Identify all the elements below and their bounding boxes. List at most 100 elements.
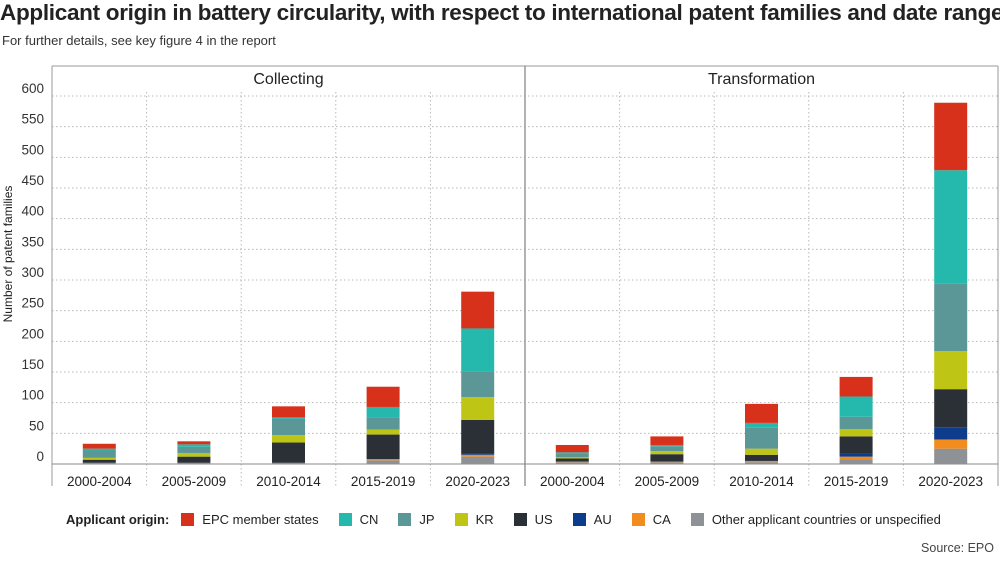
legend-item-us: US bbox=[513, 511, 553, 527]
bar-segment-ca bbox=[839, 456, 873, 460]
bar-segment-epc bbox=[461, 291, 495, 329]
bar-segment-jp bbox=[745, 427, 778, 449]
legend-swatch bbox=[454, 512, 468, 526]
bar-segment-us bbox=[177, 456, 211, 463]
bar-segment-us bbox=[82, 459, 116, 463]
bar-segment-other bbox=[839, 459, 873, 464]
panel-title: Collecting bbox=[253, 71, 323, 88]
x-tick-label: 2000-2004 bbox=[540, 474, 605, 489]
legend-swatch bbox=[513, 512, 527, 526]
legend-label: Other applicant countries or unspecified bbox=[711, 511, 941, 527]
bar-segment-us bbox=[555, 458, 589, 462]
legend-item-ca: CA bbox=[631, 512, 671, 527]
x-tick-label: 2010-2014 bbox=[729, 474, 794, 489]
bar-segment-us bbox=[366, 434, 400, 460]
bar-segment-epc bbox=[555, 444, 589, 453]
y-tick-label: 300 bbox=[21, 265, 44, 280]
bar-segment-ca bbox=[934, 439, 968, 449]
bar-segment-au bbox=[461, 453, 495, 455]
chart-legend: Applicant origin: EPC member states CN JP K… bbox=[66, 510, 961, 528]
y-tick-label: 200 bbox=[21, 326, 44, 341]
legend-item-epc: EPC member states bbox=[181, 511, 319, 527]
bar-segment-epc bbox=[366, 386, 400, 407]
bar-segment-jp bbox=[177, 446, 211, 453]
bar-segment-kr bbox=[366, 429, 400, 435]
bar-segment-us bbox=[461, 419, 495, 454]
bar-segment-cn bbox=[934, 170, 968, 284]
bar-segment-au bbox=[934, 427, 968, 440]
y-tick-label: 150 bbox=[21, 357, 44, 372]
bar-segment-ca bbox=[366, 459, 400, 461]
bar-segment-jp bbox=[272, 418, 305, 436]
bar-segment-cn bbox=[177, 444, 211, 447]
bar-segment-epc bbox=[177, 441, 211, 445]
bar-segment-other bbox=[82, 462, 116, 464]
source-note: Source: EPO bbox=[921, 541, 994, 555]
y-tick-label: 50 bbox=[29, 418, 44, 433]
bar-segment-other bbox=[934, 448, 968, 464]
legend-label: KR bbox=[475, 511, 494, 527]
bar-segment-kr bbox=[82, 457, 116, 460]
bar-segment-ca bbox=[745, 460, 778, 463]
y-tick-label: 450 bbox=[21, 173, 44, 188]
y-tick-label: 400 bbox=[21, 204, 44, 219]
x-tick-label: 2015-2019 bbox=[824, 474, 889, 489]
bar-segment-jp bbox=[82, 450, 116, 458]
bar-segment-jp bbox=[461, 371, 495, 398]
x-tick-label: 2005-2009 bbox=[635, 474, 700, 489]
x-tick-label: 2010-2014 bbox=[256, 474, 321, 489]
bar-segment-ca bbox=[461, 454, 495, 457]
legend-swatch bbox=[631, 512, 645, 526]
bar-segment-other bbox=[272, 462, 305, 464]
bar-segment-ca bbox=[555, 461, 589, 463]
bar-segment-cn bbox=[461, 328, 495, 372]
bar-segment-cn bbox=[839, 396, 873, 417]
legend-item-au: AU bbox=[572, 511, 612, 527]
bar-segment-us bbox=[839, 436, 873, 454]
legend-swatch bbox=[690, 512, 704, 526]
panel-title: Transformation bbox=[708, 71, 815, 88]
bar-segment-epc bbox=[272, 406, 305, 418]
bar-segment-kr bbox=[555, 457, 589, 459]
bar-segment-cn bbox=[555, 452, 589, 454]
y-axis-label: Number of patent families bbox=[1, 186, 15, 323]
legend-label: EPC member states bbox=[202, 511, 319, 527]
bar-segment-epc bbox=[839, 376, 873, 397]
legend-label: AU bbox=[593, 511, 612, 527]
legend-title: Applicant origin: bbox=[66, 511, 170, 527]
bar-segment-epc bbox=[82, 443, 116, 449]
legend-swatch bbox=[572, 512, 586, 526]
bar-segment-cn bbox=[366, 406, 400, 418]
y-tick-label: 550 bbox=[21, 112, 44, 127]
bar-segment-epc bbox=[650, 436, 684, 445]
bar-segment-jp bbox=[366, 417, 400, 430]
legend-swatch bbox=[181, 512, 195, 526]
x-tick-label: 2005-2009 bbox=[162, 474, 227, 489]
legend-label: CN bbox=[359, 511, 379, 527]
bar-segment-jp bbox=[650, 446, 684, 452]
bar-segment-cn bbox=[272, 417, 305, 419]
bar-segment-other bbox=[461, 456, 495, 464]
legend-item-cn: CN bbox=[338, 511, 379, 527]
bar-segment-kr bbox=[461, 397, 495, 420]
legend-swatch bbox=[398, 512, 412, 526]
bar-segment-kr bbox=[934, 351, 968, 390]
y-tick-label: 100 bbox=[21, 388, 44, 403]
bar-segment-kr bbox=[272, 435, 305, 443]
legend-label: US bbox=[534, 511, 553, 527]
bar-segment-us bbox=[745, 454, 778, 461]
y-tick-label: 500 bbox=[21, 142, 44, 157]
bar-segment-other bbox=[177, 462, 211, 464]
bar-segment-au bbox=[839, 453, 873, 457]
y-tick-label: 600 bbox=[21, 81, 44, 96]
legend-label: JP bbox=[419, 511, 435, 527]
chart-subtitle: For further details, see key figure 4 in… bbox=[2, 33, 276, 48]
legend-swatch bbox=[338, 512, 352, 526]
x-tick-label: 2000-2004 bbox=[67, 474, 132, 489]
bar-segment-ca bbox=[650, 461, 684, 463]
bar-segment-jp bbox=[839, 416, 873, 430]
chart-title: Applicant origin in battery circularity,… bbox=[0, 0, 1000, 25]
bar-segment-cn bbox=[650, 444, 684, 447]
x-tick-label: 2015-2019 bbox=[351, 474, 416, 489]
